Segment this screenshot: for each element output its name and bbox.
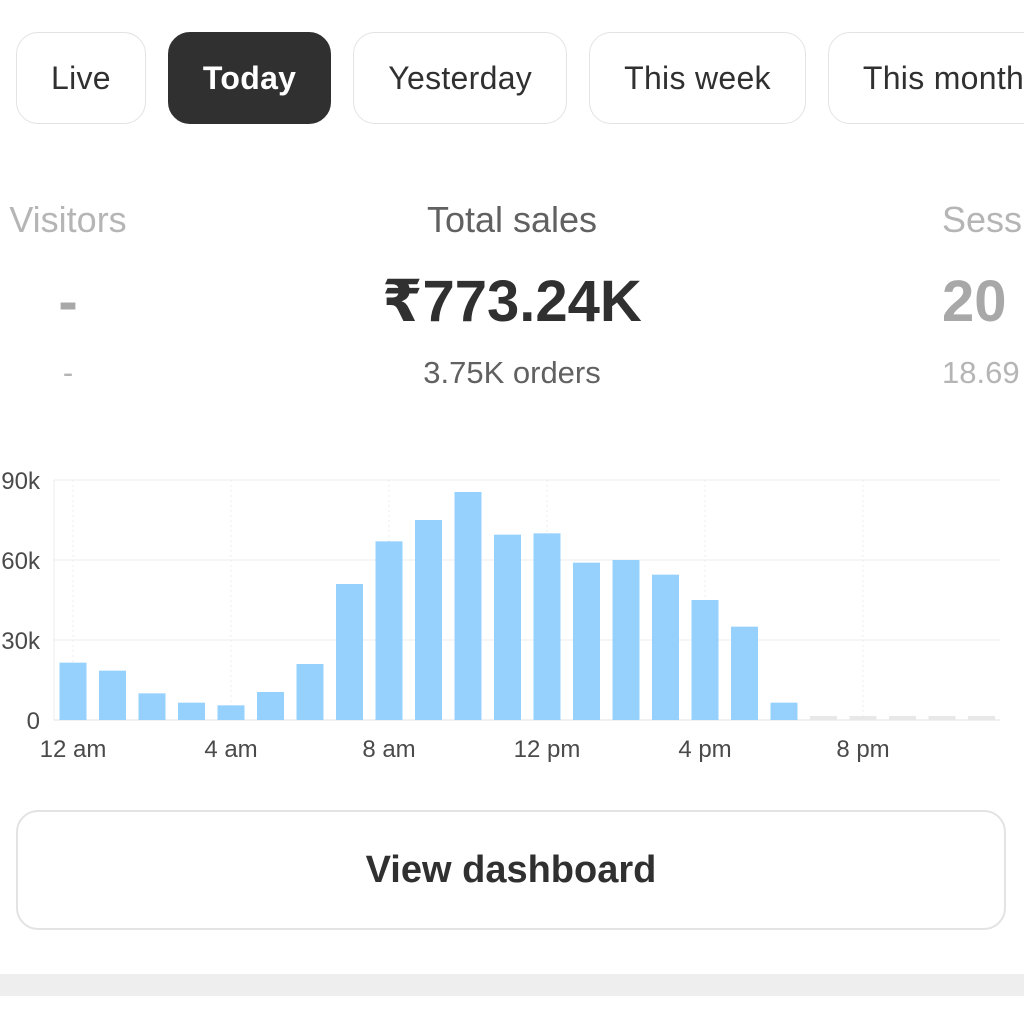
tab-today[interactable]: Today — [167, 32, 332, 124]
bar — [612, 560, 640, 720]
y-tick-label: 90k — [1, 468, 41, 495]
tab-yesterday[interactable]: Yesterday — [353, 32, 568, 124]
bar — [99, 670, 126, 720]
metric-total-sales-value: ₹773.24K — [382, 269, 642, 334]
bar — [336, 584, 363, 720]
bar — [138, 693, 166, 720]
sales-bar-chart-svg: 0 30k 60k 90k 12 am 4 am 8 am 12 pm 4 pm 8 pm — [1, 468, 1000, 763]
metric-sessions-label: Sessions — [942, 199, 1024, 240]
bar — [691, 600, 719, 720]
date-range-tabs: Live Today Yesterday This week This mont… — [16, 32, 1024, 124]
bar-empty — [928, 716, 956, 720]
metric-sessions[interactable]: Sessions 20 18.69 — [942, 196, 1024, 394]
x-tick-label: 12 am — [40, 736, 107, 763]
x-tick-label: 4 am — [204, 736, 257, 763]
metric-total-sales-label: Total sales — [426, 199, 598, 240]
x-tick-label: 12 pm — [514, 736, 581, 763]
tab-this-month[interactable]: This month — [827, 32, 1024, 124]
bar — [257, 692, 284, 720]
x-tick-label: 8 am — [362, 736, 415, 763]
view-dashboard-button[interactable]: View dashboard — [16, 810, 1006, 930]
bar — [217, 705, 245, 720]
bar — [59, 662, 87, 720]
metric-visitors-value: - — [58, 269, 78, 334]
bar-empty — [849, 716, 877, 720]
metric-visitors-label: Visitors — [9, 199, 127, 240]
section-divider — [0, 974, 1024, 996]
bar-empty — [810, 716, 837, 720]
x-tick-label: 4 pm — [678, 736, 731, 763]
y-tick-label: 30k — [1, 628, 41, 655]
bar — [415, 520, 442, 720]
y-tick-label: 0 — [27, 708, 40, 735]
bar — [533, 533, 561, 720]
bar — [454, 492, 482, 720]
x-tick-label: 8 pm — [836, 736, 889, 763]
tab-live[interactable]: Live — [16, 32, 146, 124]
tab-this-week[interactable]: This week — [589, 32, 806, 124]
bar-empty — [889, 716, 916, 720]
bar — [770, 702, 798, 720]
bar — [494, 534, 521, 720]
hourly-sales-chart[interactable]: 0 30k 60k 90k 12 am 4 am 8 am 12 pm 4 pm 8 pm — [0, 450, 1024, 780]
bar-empty — [968, 716, 995, 720]
bar — [296, 664, 324, 720]
metric-sessions-sub: 18.69 — [942, 355, 1020, 390]
bar — [652, 574, 679, 720]
metric-visitors-sub: - — [62, 355, 74, 390]
metric-total-sales-orders: 3.75K orders — [423, 355, 601, 390]
y-tick-label: 60k — [1, 548, 41, 575]
bar — [178, 702, 205, 720]
bar — [573, 562, 600, 720]
bar — [375, 541, 403, 720]
bar — [731, 626, 758, 720]
metric-visitors[interactable]: Visitors - - — [0, 196, 216, 394]
metric-sessions-value: 20 — [942, 269, 1007, 334]
metric-total-sales[interactable]: Total sales ₹773.24K 3.75K orders — [262, 196, 762, 394]
